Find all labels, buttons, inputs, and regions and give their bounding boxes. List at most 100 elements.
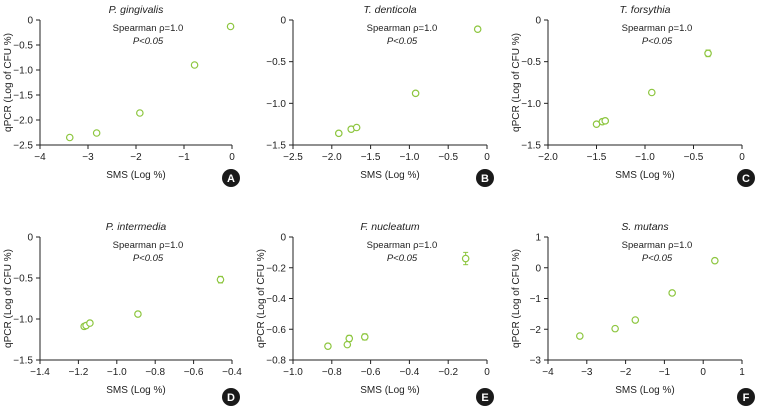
x-tick-label: −0.6: [361, 367, 381, 378]
data-point: [647, 88, 656, 97]
y-axis-label: qPCR (Log of CFU %): [3, 33, 14, 132]
x-axis-label: SMS (Log %): [615, 170, 674, 181]
x-tick-label: −0.8: [145, 367, 165, 378]
x-tick-label: −0.4: [222, 367, 242, 378]
x-tick-label: −0.4: [400, 367, 420, 378]
y-tick-label: −2.0: [13, 116, 33, 127]
spearman-label: Spearman ρ=1.0: [113, 240, 184, 251]
x-tick-label: 0: [739, 152, 745, 163]
panel-badge: [737, 169, 755, 187]
panel-badge-letter: C: [742, 173, 750, 185]
panel-title: F. nucleatum: [360, 221, 420, 233]
y-tick-label: 0: [535, 16, 541, 27]
y-axis-label: qPCR (Log of CFU %): [3, 249, 14, 348]
data-point: [711, 256, 719, 265]
x-tick-label: 0: [229, 152, 235, 163]
x-tick-label: −2.0: [322, 152, 342, 163]
y-axis-label: qPCR (Log of CFU %): [256, 249, 267, 348]
x-axis-label: SMS (Log %): [106, 385, 165, 396]
y-tick-label: −1.0: [266, 99, 286, 110]
panel-badge: [476, 169, 494, 187]
x-tick-label: −0.5: [438, 152, 458, 163]
data-point: [576, 332, 584, 340]
panel-badge: [476, 388, 494, 406]
spearman-label: Spearman ρ=1.0: [367, 240, 438, 251]
x-tick-label: −1: [178, 152, 190, 163]
x-axis-label: SMS (Log %): [615, 385, 674, 396]
p-value-label: P<0.05: [387, 36, 418, 47]
panel-d: −1.4 −1.2 −1.0 −0.8 −0.6 −0.4 −1.5 −1.0 −0.5 0 P. …: [3, 221, 242, 406]
y-tick-label: −0.5: [13, 274, 33, 285]
p-value-label: P<0.05: [133, 253, 164, 264]
y-tick-label: −1.0: [13, 66, 33, 77]
y-tick-label: −0.4: [266, 294, 286, 305]
data-point: [324, 342, 332, 350]
data-point: [631, 316, 640, 324]
data-point: [343, 340, 352, 349]
y-tick-label: −0.5: [266, 57, 286, 68]
data-point: [92, 129, 101, 137]
panel-title: T. forsythia: [620, 4, 671, 16]
x-tick-label: −0.6: [184, 367, 204, 378]
y-tick-label: −0.5: [521, 57, 541, 68]
x-tick-label: −2.0: [538, 152, 558, 163]
data-point: [352, 123, 361, 132]
spearman-label: Spearman ρ=1.0: [622, 23, 693, 34]
panel-title: P. intermedia: [106, 221, 167, 233]
p-value-label: P<0.05: [133, 36, 164, 47]
panel-badge-letter: D: [227, 392, 235, 404]
x-tick-label: −1.2: [69, 367, 89, 378]
x-tick-label: −1.4: [30, 367, 50, 378]
x-tick-label: 1: [739, 367, 745, 378]
x-tick-label: −2: [620, 367, 632, 378]
x-tick-label: −4: [542, 367, 554, 378]
y-tick-label: 0: [535, 263, 541, 274]
x-axis-label: SMS (Log %): [106, 170, 165, 181]
x-tick-label: −3: [82, 152, 94, 163]
y-tick-label: 0: [27, 233, 33, 244]
y-tick-label: −3: [530, 356, 542, 367]
data-point: [136, 109, 144, 117]
panel-badge-letter: B: [481, 173, 489, 185]
x-tick-label: −2.5: [283, 152, 303, 163]
y-axis-label: qPCR (Log of CFU %): [511, 33, 522, 132]
x-axis-label: SMS (Log %): [360, 385, 419, 396]
data-point: [334, 129, 343, 138]
data-point: [360, 333, 369, 341]
data-point: [601, 117, 610, 125]
data-point: [461, 254, 470, 263]
y-tick-label: −1.0: [13, 315, 33, 326]
y-tick-label: 0: [280, 16, 286, 27]
panel-badge-letter: E: [481, 392, 488, 404]
x-tick-label: 0: [700, 367, 706, 378]
spearman-label: Spearman ρ=1.0: [367, 23, 438, 34]
x-tick-label: −2: [130, 152, 142, 163]
p-value-label: P<0.05: [642, 36, 673, 47]
panel-c: −2.0 −1.5 −1.0 −0.5 0−1.5−1.0−0.50T. forsyth…: [511, 4, 755, 187]
spearman-label: Spearman ρ=1.0: [622, 240, 693, 251]
y-tick-label: −1.5: [521, 141, 541, 152]
p-value-label: P<0.05: [387, 253, 418, 264]
x-tick-label: −0.5: [684, 152, 704, 163]
data-point: [134, 310, 142, 318]
y-tick-label: 0: [280, 233, 286, 244]
y-tick-label: −0.2: [266, 263, 286, 274]
x-tick-label: −0.2: [438, 367, 458, 378]
y-tick-label: −1.0: [521, 99, 541, 110]
y-tick-label: −1.5: [13, 91, 33, 102]
y-tick-label: −1: [530, 294, 542, 305]
panel-a: −4 −3 −2 −1 0 −2.5 −2.0 −1.5 −1.0 −0.5 0 P. gingiva…: [3, 4, 240, 187]
x-axis-label: SMS (Log %): [360, 170, 419, 181]
y-tick-label: −1.5: [13, 356, 33, 367]
x-tick-label: 0: [484, 367, 490, 378]
panel-title: P. gingivalis: [109, 4, 164, 16]
spearman-label: Spearman ρ=1.0: [113, 23, 184, 34]
x-tick-label: −4: [34, 152, 46, 163]
x-tick-label: −1.0: [400, 152, 420, 163]
data-point: [611, 324, 619, 333]
data-point: [65, 133, 74, 142]
y-tick-label: −1.5: [266, 141, 286, 152]
data-point: [345, 334, 354, 343]
data-point: [216, 275, 225, 284]
